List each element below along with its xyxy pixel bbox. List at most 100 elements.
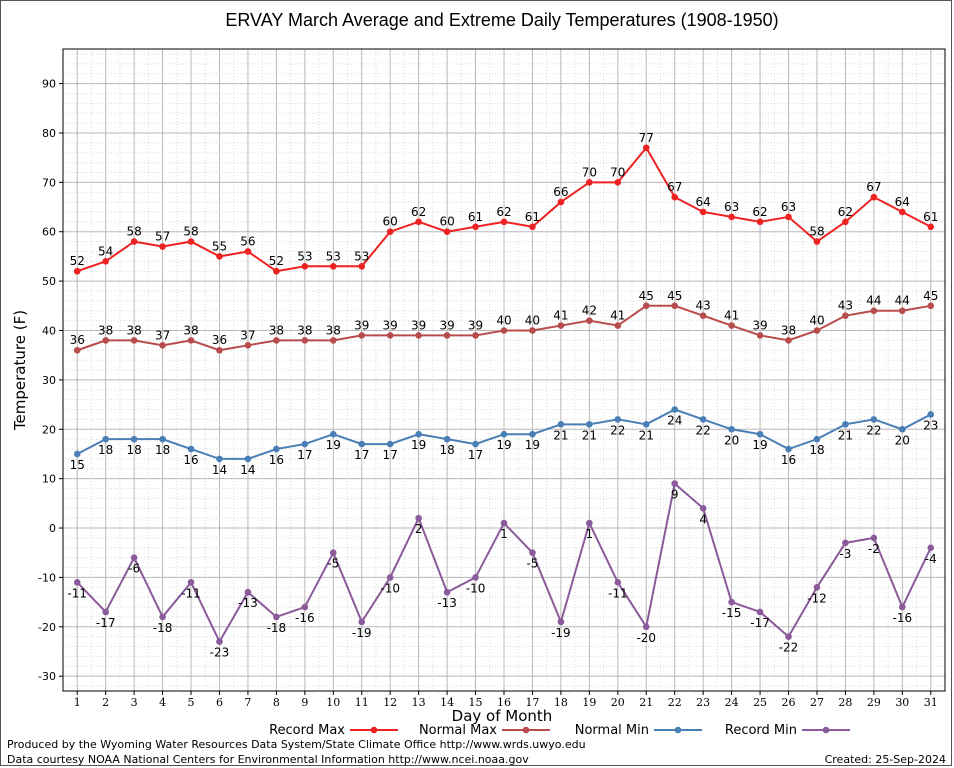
y-tick-label: 90 xyxy=(42,78,56,91)
normal-min-data-label: 21 xyxy=(582,428,597,442)
y-tick-label: 10 xyxy=(42,473,56,486)
record-min-data-label: -16 xyxy=(295,611,315,625)
record-min-data-label: -13 xyxy=(437,596,457,610)
record-max-data-label: 60 xyxy=(439,215,454,229)
normal-min-point xyxy=(102,435,109,443)
x-tick-label: 6 xyxy=(216,696,223,709)
record-max-data-label: 53 xyxy=(354,249,369,263)
record-max-point xyxy=(899,208,906,216)
normal-max-data-label: 41 xyxy=(610,309,625,323)
y-tick-label: 0 xyxy=(49,522,56,535)
normal-max-data-label: 41 xyxy=(724,309,739,323)
normal-min-data-label: 15 xyxy=(70,458,85,472)
record-max-point xyxy=(102,258,109,265)
x-tick-label: 4 xyxy=(159,696,166,709)
normal-max-data-label: 38 xyxy=(269,323,284,337)
normal-min-data-label: 22 xyxy=(866,423,881,437)
record-max-data-label: 67 xyxy=(667,180,682,194)
normal-min-data-label: 17 xyxy=(354,448,369,462)
record-min-data-label: -3 xyxy=(839,547,851,561)
normal-min-data-label: 18 xyxy=(155,443,170,457)
normal-max-data-label: 45 xyxy=(923,289,938,303)
x-tick-label: 8 xyxy=(273,696,280,709)
legend-label: Record Max xyxy=(269,723,345,738)
y-tick-label: 60 xyxy=(42,226,56,239)
normal-min-point xyxy=(273,445,280,453)
normal-min-data-label: 16 xyxy=(183,453,198,467)
record-min-point xyxy=(500,519,508,527)
normal-min-data-label: 18 xyxy=(809,443,824,457)
normal-min-point xyxy=(671,406,679,413)
normal-min-data-label: 19 xyxy=(525,438,540,452)
x-tick-label: 5 xyxy=(188,696,195,709)
normal-max-data-label: 40 xyxy=(496,313,511,327)
normal-max-data-label: 43 xyxy=(838,299,853,313)
normal-max-point xyxy=(728,322,735,329)
record-max-data-label: 67 xyxy=(866,180,881,194)
x-tick-label: 10 xyxy=(326,696,340,709)
normal-max-data-label: 42 xyxy=(582,304,597,318)
record-min-point xyxy=(557,618,565,626)
normal-min-point xyxy=(415,430,422,438)
record-max-point xyxy=(273,267,280,275)
normal-max-point xyxy=(187,337,195,344)
normal-max-point xyxy=(159,342,166,349)
normal-max-data-label: 38 xyxy=(126,323,141,337)
y-tick-label: -30 xyxy=(38,670,56,683)
x-tick-label: 14 xyxy=(440,696,454,709)
normal-min-data-label: 16 xyxy=(269,453,284,467)
normal-min-data-label: 18 xyxy=(439,443,454,457)
record-min-point xyxy=(785,633,792,640)
x-tick-label: 20 xyxy=(611,696,625,709)
record-max-data-label: 52 xyxy=(269,254,284,268)
x-tick-label: 2 xyxy=(102,696,109,709)
normal-max-point xyxy=(842,312,849,319)
normal-max-data-label: 39 xyxy=(752,318,767,332)
record-min-data-label: -15 xyxy=(722,606,742,620)
normal-max-data-label: 43 xyxy=(696,299,711,313)
normal-max-point xyxy=(529,327,536,334)
record-max-data-label: 53 xyxy=(297,249,312,263)
x-tick-label: 11 xyxy=(355,696,369,709)
record-max-data-label: 56 xyxy=(240,234,255,248)
legend-swatch-marker xyxy=(522,726,530,734)
normal-min-data-label: 19 xyxy=(411,438,426,452)
normal-min-series: 15 18 18 18 16 14 14 16 17 19 17 17 19 18 17 19 19 21 21 22… xyxy=(70,406,938,477)
x-tick-label: 21 xyxy=(639,696,653,709)
record-min-data-label: -17 xyxy=(750,616,770,630)
record-max-point xyxy=(358,262,366,270)
record-min-point xyxy=(159,613,166,621)
record-min-data-label: -12 xyxy=(807,591,827,605)
x-tick-label: 3 xyxy=(131,696,138,709)
record-min-data-label: -23 xyxy=(210,646,230,660)
record-max-point xyxy=(500,218,508,226)
record-min-data-label: -5 xyxy=(526,557,538,571)
y-tick-label: 50 xyxy=(42,275,56,288)
x-tick-label: 30 xyxy=(895,696,909,709)
normal-max-data-label: 44 xyxy=(895,294,910,308)
normal-min-point xyxy=(614,416,622,423)
normal-min-point xyxy=(728,425,735,433)
normal-min-point xyxy=(130,435,138,443)
normal-max-point xyxy=(386,332,394,339)
record-min-point xyxy=(728,598,735,606)
normal-max-point xyxy=(642,302,650,310)
record-max-point xyxy=(756,218,764,226)
record-min-data-label: -2 xyxy=(868,542,880,556)
record-min-point xyxy=(358,618,366,626)
record-max-point xyxy=(443,228,451,236)
normal-max-data-label: 37 xyxy=(155,328,170,342)
record-max-data-label: 60 xyxy=(383,215,398,229)
record-min-point xyxy=(102,608,109,616)
normal-max-data-label: 37 xyxy=(240,328,255,342)
record-max-point xyxy=(187,238,195,245)
record-max-data-label: 58 xyxy=(809,225,824,239)
record-max-data-label: 57 xyxy=(155,230,170,244)
normal-max-data-label: 39 xyxy=(468,318,483,332)
record-min-point xyxy=(301,603,309,611)
normal-max-data-label: 39 xyxy=(383,318,398,332)
x-tick-label: 27 xyxy=(810,696,824,709)
normal-max-data-label: 45 xyxy=(667,289,682,303)
record-min-data-label: -6 xyxy=(128,562,140,576)
